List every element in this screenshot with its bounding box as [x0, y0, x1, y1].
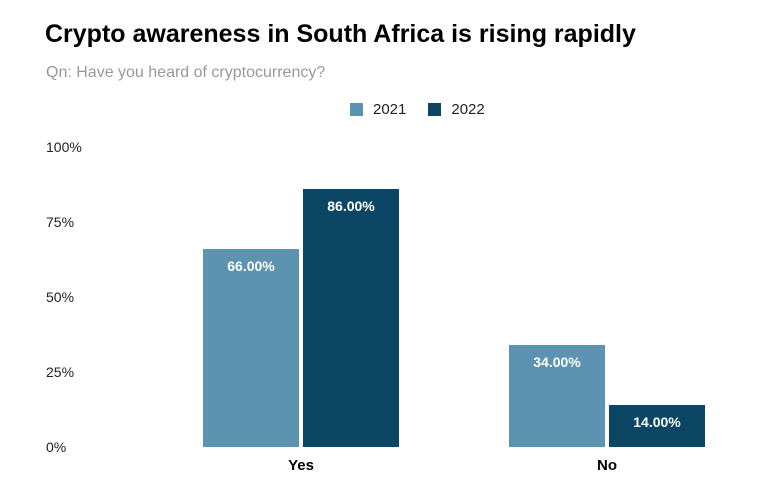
bar-2021-yes — [203, 249, 299, 447]
legend-item-2021: 2021 — [350, 101, 406, 118]
bar-2022-yes — [303, 189, 399, 447]
legend-label-2021: 2021 — [373, 101, 407, 118]
data-label: 66.00% — [227, 258, 275, 274]
data-label: 14.00% — [633, 414, 681, 430]
data-label: 34.00% — [533, 354, 581, 370]
data-label: 86.00% — [327, 198, 375, 214]
x-category-label: Yes — [288, 457, 314, 474]
legend-swatch-2021 — [350, 103, 363, 116]
y-tick-label: 50% — [46, 289, 74, 305]
y-tick-label: 100% — [46, 139, 82, 155]
legend: 2021 2022 — [350, 101, 507, 118]
y-tick-label: 25% — [46, 364, 74, 380]
bar-2021-no — [509, 345, 605, 447]
y-tick-label: 0% — [46, 439, 66, 455]
y-tick-label: 75% — [46, 214, 74, 230]
legend-label-2022: 2022 — [451, 101, 485, 118]
chart-subtitle: Qn: Have you heard of cryptocurrency? — [46, 64, 326, 81]
legend-swatch-2022 — [428, 103, 442, 116]
bar-2022-no — [609, 405, 705, 447]
x-category-label: No — [597, 457, 617, 474]
legend-item-2022: 2022 — [428, 101, 485, 118]
chart-title: Crypto awareness in South Africa is risi… — [45, 20, 636, 48]
